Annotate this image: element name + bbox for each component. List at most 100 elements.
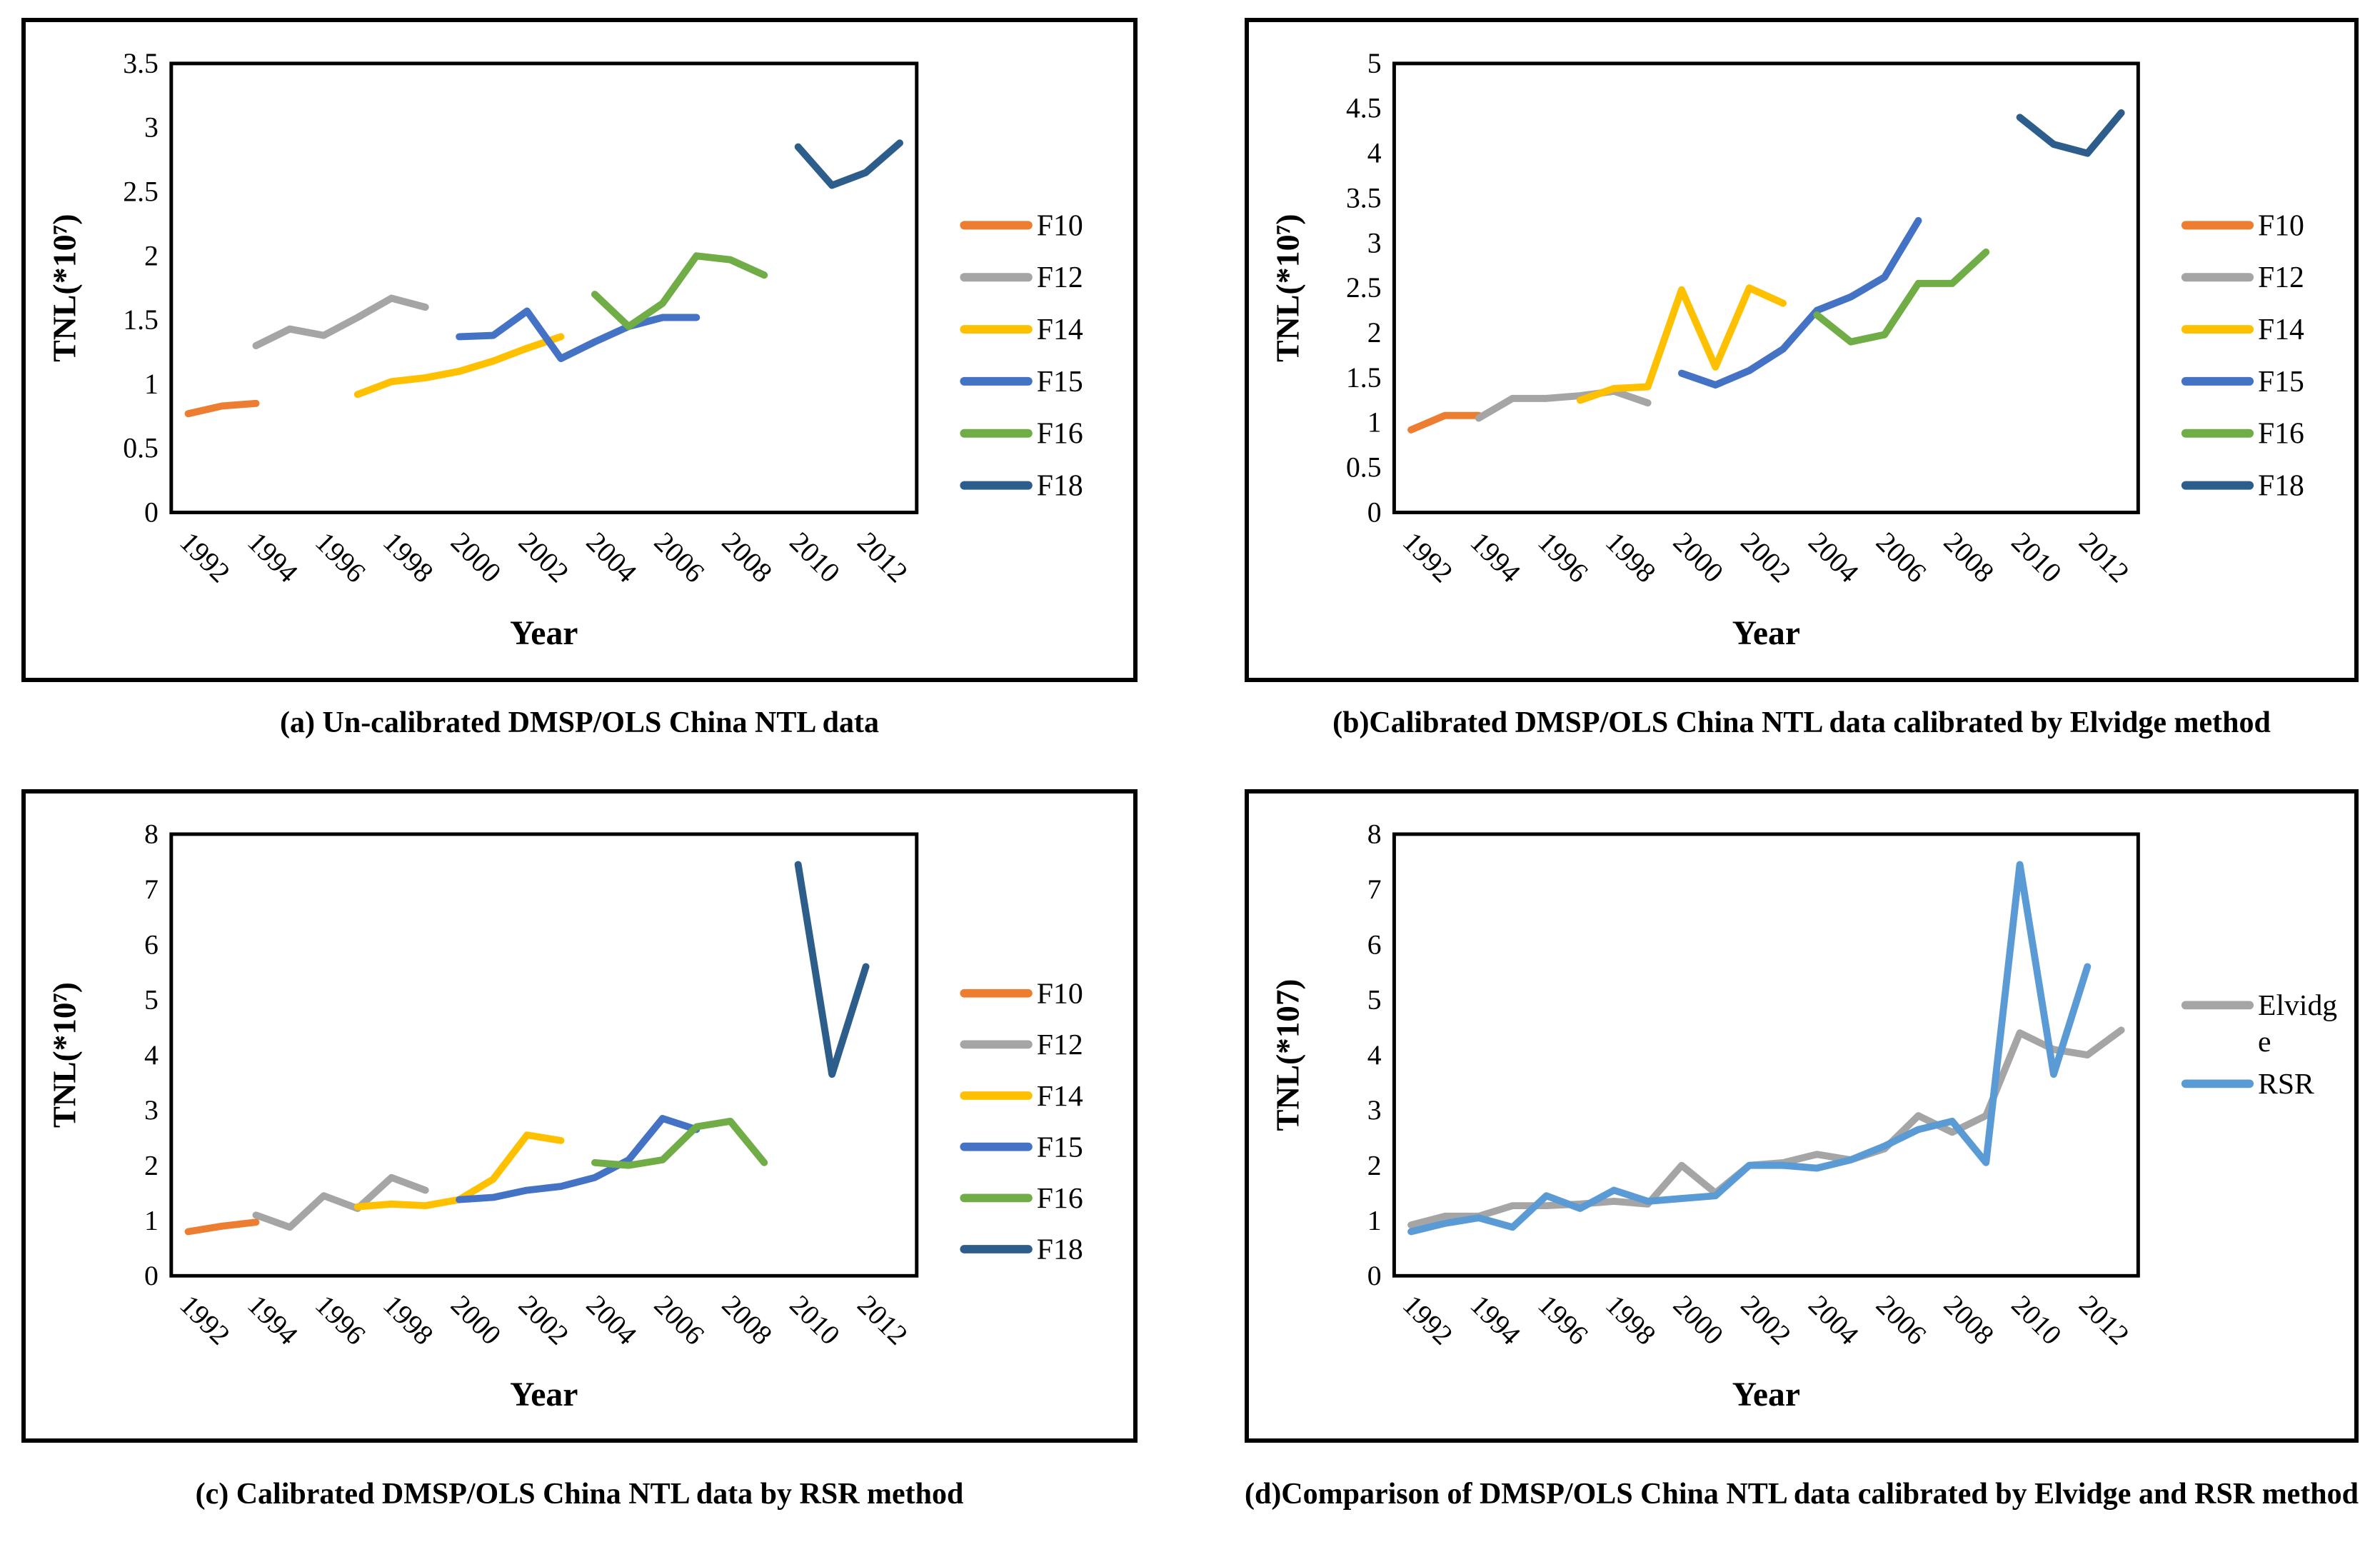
x-tick-label: 2012 [851, 1289, 914, 1351]
x-axis-title: Year [1732, 614, 1800, 652]
x-tick-label: 2000 [1667, 526, 1729, 589]
plot-frame [1392, 832, 2140, 1278]
y-tick-label: 0 [1367, 496, 1382, 528]
x-tick-label: 2010 [783, 526, 846, 589]
x-tick-label: 2012 [851, 526, 914, 589]
legend-label-Elvidge: e [2258, 1025, 2271, 1058]
y-tick-label: 2 [1367, 1150, 1382, 1181]
x-axis-title: Year [510, 614, 578, 652]
y-tick-label: 4.5 [1346, 93, 1382, 124]
y-tick-label: 8 [1367, 818, 1382, 850]
y-tick-label: 5 [1367, 984, 1382, 1016]
series-line-RSR [1407, 861, 2092, 1236]
y-tick-label: 5 [144, 984, 159, 1016]
x-tick-label: 2000 [1667, 1289, 1729, 1351]
legend-label-RSR: RSR [2258, 1067, 2314, 1100]
legend-label-F16: F16 [1037, 418, 1083, 451]
series-line-F15 [1678, 216, 1922, 389]
legend-label-F18: F18 [2258, 469, 2304, 502]
x-tick-label: 1996 [309, 1289, 372, 1351]
series-line-F14 [353, 1131, 565, 1211]
x-tick-label: 2008 [715, 1289, 778, 1351]
y-tick-label: 6 [144, 929, 159, 961]
series-line-F12 [1475, 387, 1652, 422]
y-tick-label: 3 [144, 111, 159, 144]
x-tick-label: 2012 [2073, 1289, 2135, 1351]
chart-panel-a: 0 0.5 1 1.5 2 2.5 3 3.5 1992 1994 1996 1998 2000 2002… [21, 18, 1138, 682]
legend-label-F15: F15 [1037, 1131, 1083, 1163]
series-line-F16 [1813, 248, 1990, 346]
x-tick-label: 1994 [241, 1289, 304, 1351]
series-line-F15 [456, 307, 701, 362]
y-tick-label: 2.5 [1346, 272, 1382, 304]
plot-frame [1392, 61, 2140, 514]
plot-frame [169, 832, 919, 1278]
x-tick-label: 1994 [1465, 526, 1527, 589]
x-tick-label: 2004 [1802, 1289, 1865, 1351]
y-tick-label: 4 [1367, 1039, 1382, 1071]
series-line-F12 [252, 294, 429, 350]
x-axis-title: Year [510, 1376, 578, 1413]
x-tick-label: 2006 [648, 526, 711, 589]
y-axis-title: TNL(*10⁷) [46, 214, 83, 361]
x-tick-label: 1994 [1465, 1289, 1527, 1351]
legend-label-Elvidge: Elvidg [2258, 988, 2337, 1021]
x-tick-label: 2000 [445, 1289, 508, 1351]
y-tick-label: 6 [1367, 928, 1382, 960]
y-tick-label: 7 [144, 873, 159, 905]
x-tick-label: 2002 [513, 1289, 576, 1351]
y-tick-label: 3.5 [1346, 182, 1382, 214]
series-line-F18 [2016, 109, 2125, 157]
x-tick-label: 1998 [1600, 1289, 1662, 1351]
y-tick-label: 1 [144, 1205, 159, 1236]
legend-label-F18: F18 [1037, 1233, 1083, 1266]
series-line-F16 [591, 1117, 768, 1169]
caption-panel-a: (a) Un-calibrated DMSP/OLS China NTL dat… [280, 706, 879, 739]
x-tick-label: 2004 [581, 526, 643, 589]
y-tick-label: 2 [144, 1150, 159, 1181]
caption-panel-d: (d)Comparison of DMSP/OLS China NTL data… [1244, 1478, 2359, 1511]
y-tick-label: 8 [144, 818, 159, 850]
x-tick-label: 2008 [1938, 1289, 2000, 1351]
legend-label-F10: F10 [1037, 209, 1083, 242]
x-tick-label: 2006 [648, 1289, 711, 1351]
x-tick-label: 2002 [1734, 526, 1797, 589]
legend-label-F12: F12 [1037, 261, 1083, 294]
x-tick-label: 2006 [1870, 1289, 1932, 1351]
x-tick-label: 1992 [1397, 1289, 1459, 1351]
series-line-F14 [353, 333, 565, 399]
y-tick-label: 7 [1367, 873, 1382, 905]
plot-frame [169, 61, 919, 514]
x-tick-label: 1998 [377, 1289, 440, 1351]
x-tick-label: 2008 [1938, 526, 2000, 589]
series-line-F18 [794, 139, 904, 189]
y-tick-label: 0 [1367, 1260, 1382, 1291]
series-line-F12 [252, 1173, 429, 1231]
legend-label-F14: F14 [1037, 1079, 1083, 1112]
x-tick-label: 1992 [1397, 526, 1459, 589]
y-tick-label: 1 [1367, 1205, 1382, 1236]
y-tick-label: 3 [1367, 1094, 1382, 1126]
legend-label-F15: F15 [2258, 366, 2304, 399]
y-tick-label: 3 [144, 1094, 159, 1126]
y-tick-label: 0 [144, 1260, 159, 1291]
x-tick-label: 2010 [2005, 526, 2067, 589]
y-tick-label: 1 [1367, 407, 1382, 439]
x-tick-label: 2004 [581, 1289, 643, 1351]
chart-panel-c: 0 1 2 3 4 5 6 7 8 1992 1994 1996 1998 2000 2002 2004 200… [21, 789, 1138, 1443]
x-tick-label: 1996 [1532, 526, 1594, 589]
series-line-F10 [1407, 411, 1482, 434]
legend-label-F16: F16 [1037, 1181, 1083, 1214]
series-line-F15 [456, 1115, 701, 1203]
legend-label-F14: F14 [1037, 314, 1083, 346]
x-tick-label: 2006 [1870, 526, 1932, 589]
y-tick-label: 4 [1367, 137, 1382, 169]
series-line-F18 [794, 861, 870, 1078]
y-tick-label: 2.5 [123, 175, 159, 207]
x-tick-label: 1992 [174, 526, 236, 589]
legend-label-F15: F15 [1037, 366, 1083, 399]
series-line-F10 [184, 399, 260, 418]
series-line-F10 [184, 1218, 260, 1236]
